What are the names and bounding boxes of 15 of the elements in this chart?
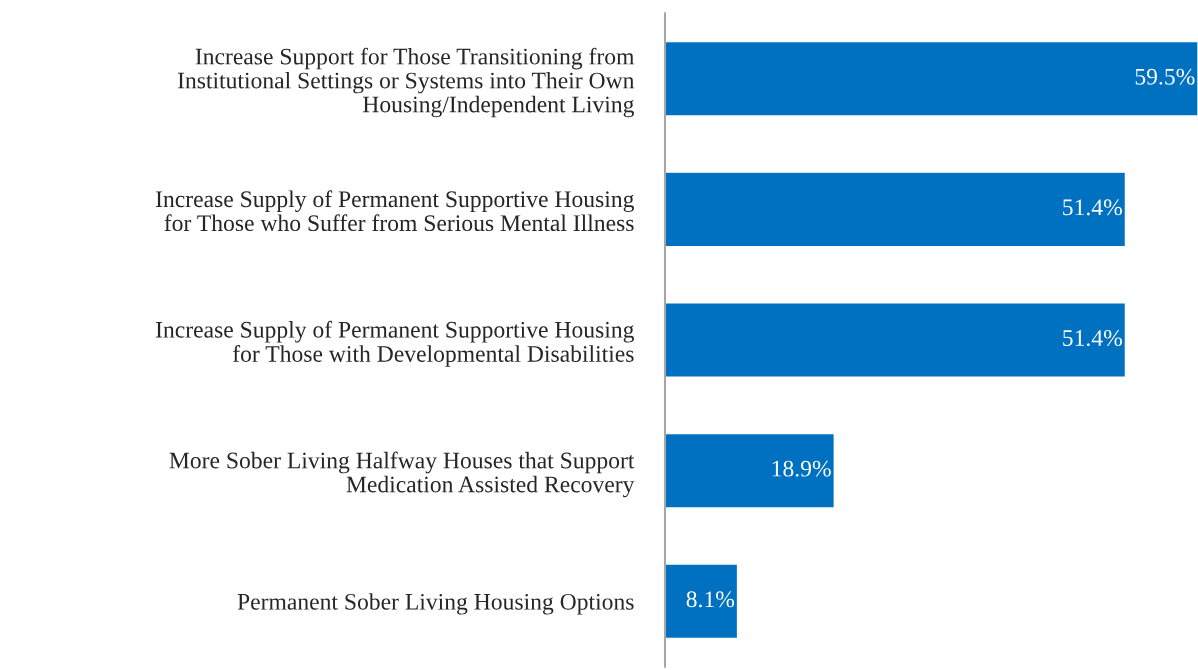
data-label: 8.1% [686, 591, 735, 608]
y-tick-label: Increase Supply of Permanent Supportive Housing for Those who Suffer from Serious Mental Illness [155, 190, 634, 232]
bar [665, 171, 1127, 248]
y-tick-label: Increase Support for Those Transitioning from Institutional Settings or Systems into Their Own Housing/Independent Living [177, 47, 635, 118]
y-tick-label: Increase Supply of Permanent Supportive Housing for Those with Developmental Disabilities [155, 320, 634, 367]
y-tick-label: More Sober Living Halfway Houses that Support Medication Assisted Recovery [169, 451, 635, 498]
data-label: 51.4% [1063, 199, 1122, 216]
bar [665, 302, 1127, 378]
data-label: 59.5% [1135, 68, 1195, 85]
data-label: 18.9% [772, 460, 831, 477]
bar [665, 432, 836, 509]
bar [665, 40, 1198, 117]
data-label: 51.4% [1063, 330, 1122, 347]
bar [665, 563, 739, 640]
y-tick-label: Permanent Sober Living Housing Options [237, 593, 634, 615]
